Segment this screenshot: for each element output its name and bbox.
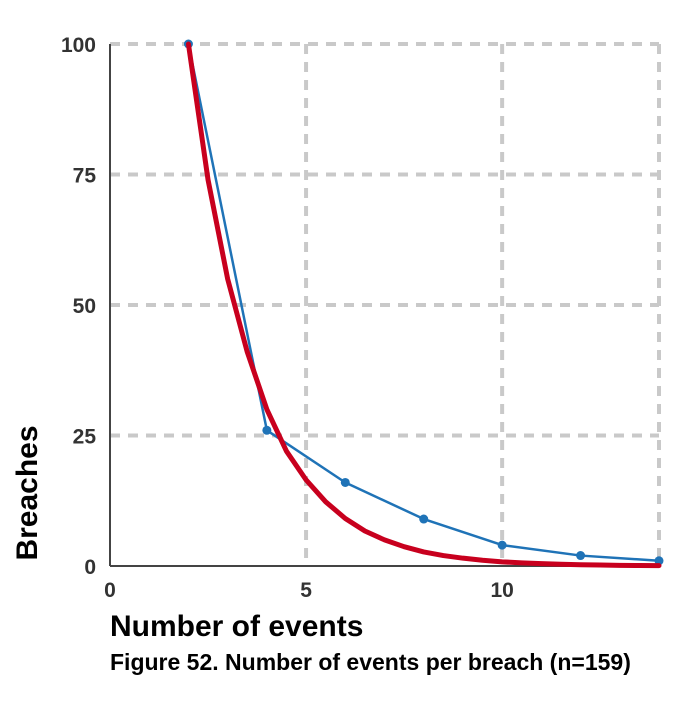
x-axis-title: Number of events xyxy=(110,610,363,643)
figure-caption: Figure 52. Number of events per breach (… xyxy=(110,649,631,675)
data-point xyxy=(262,425,272,435)
y-tick-label: 0 xyxy=(84,556,96,579)
y-tick-label: 50 xyxy=(73,295,96,318)
data-point xyxy=(576,551,586,561)
data-point xyxy=(419,514,429,524)
y-tick-label: 100 xyxy=(61,34,96,57)
y-axis-title: Breaches xyxy=(11,425,44,560)
data-point xyxy=(340,477,350,487)
y-tick-label: 75 xyxy=(73,165,97,188)
x-tick-label: 5 xyxy=(300,579,312,602)
tick-labels: 0 25 50 75 100 0 5 10 xyxy=(61,34,514,602)
observed-series-line xyxy=(187,42,661,563)
series-layer xyxy=(183,39,664,569)
events-per-breach-chart: 0 25 50 75 100 0 5 10 Breaches Number of events xyxy=(11,34,664,643)
x-tick-label: 10 xyxy=(490,579,513,602)
y-tick-label: 25 xyxy=(73,426,97,449)
data-point xyxy=(654,556,664,566)
x-tick-label: 0 xyxy=(104,579,116,602)
fitted-curve-line xyxy=(185,41,662,569)
data-point xyxy=(497,540,507,550)
gridlines xyxy=(110,42,661,566)
